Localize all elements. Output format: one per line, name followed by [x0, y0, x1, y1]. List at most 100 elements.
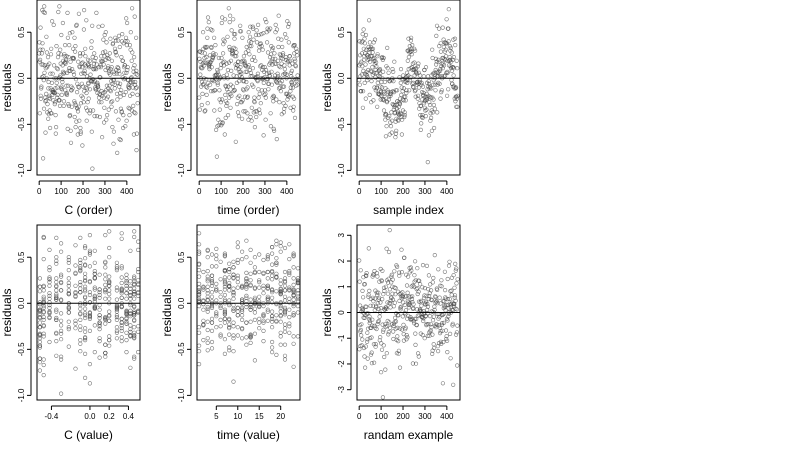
- data-point: [244, 238, 249, 243]
- data-point: [61, 71, 66, 76]
- data-point: [41, 106, 47, 111]
- data-point: [109, 65, 114, 70]
- data-point: [372, 296, 378, 301]
- data-point: [76, 11, 81, 16]
- data-point: [398, 112, 403, 117]
- data-point: [53, 131, 58, 136]
- data-point: [124, 70, 129, 75]
- data-point: [47, 305, 52, 311]
- data-point: [231, 303, 236, 308]
- data-point: [404, 272, 409, 277]
- data-point: [395, 325, 400, 331]
- data-point: [101, 37, 106, 42]
- data-point: [252, 286, 257, 291]
- data-point: [406, 54, 412, 60]
- data-point: [125, 65, 130, 70]
- data-point: [78, 341, 83, 346]
- data-point: [245, 94, 250, 99]
- data-point: [119, 326, 124, 331]
- data-point: [214, 281, 219, 287]
- data-point: [66, 283, 71, 288]
- data-point: [241, 54, 246, 59]
- data-point: [223, 115, 228, 120]
- data-point: [224, 61, 229, 66]
- data-point: [239, 75, 244, 80]
- data-point: [454, 58, 459, 63]
- data-point: [78, 286, 83, 291]
- data-point: [97, 322, 102, 327]
- data-point: [44, 34, 49, 39]
- data-point: [43, 66, 48, 71]
- data-point: [379, 347, 385, 352]
- data-point: [197, 242, 202, 247]
- data-point: [292, 56, 297, 62]
- data-point: [384, 305, 389, 310]
- y-tick-label: -1: [337, 334, 346, 342]
- data-point: [439, 89, 444, 95]
- data-point: [107, 343, 112, 348]
- data-point: [49, 80, 55, 85]
- data-point: [198, 72, 203, 77]
- data-point: [82, 289, 88, 294]
- data-point: [290, 85, 296, 90]
- data-point: [222, 312, 227, 317]
- x-tick-label: -0.4: [45, 412, 59, 421]
- data-point: [383, 284, 389, 289]
- data-point: [73, 318, 78, 323]
- data-point: [278, 330, 283, 335]
- data-point: [73, 283, 78, 288]
- data-point: [289, 68, 295, 73]
- data-point: [78, 131, 83, 136]
- data-point: [124, 296, 129, 301]
- data-point: [451, 65, 456, 70]
- data-point: [72, 99, 77, 104]
- scatter-points: [357, 7, 460, 165]
- data-point: [394, 128, 399, 133]
- data-point: [369, 325, 374, 331]
- data-point: [125, 67, 130, 73]
- data-point: [82, 300, 88, 305]
- data-point: [362, 41, 368, 46]
- data-point: [222, 280, 227, 285]
- data-point: [228, 58, 234, 63]
- data-point: [121, 112, 126, 118]
- data-point: [87, 58, 92, 63]
- data-point: [263, 67, 269, 73]
- data-point: [381, 343, 386, 348]
- data-point: [278, 278, 283, 283]
- data-point: [66, 255, 71, 260]
- data-point: [53, 86, 58, 91]
- data-point: [65, 35, 70, 40]
- data-point: [270, 45, 276, 51]
- data-point: [227, 283, 232, 288]
- data-point: [416, 61, 421, 66]
- data-point: [124, 279, 129, 284]
- data-point: [47, 315, 52, 321]
- data-point: [424, 107, 429, 112]
- data-point: [385, 300, 390, 305]
- data-point: [101, 120, 107, 125]
- data-point: [197, 296, 202, 301]
- data-point: [42, 70, 47, 75]
- data-point: [112, 71, 117, 76]
- data-point: [100, 58, 105, 63]
- data-point: [282, 288, 288, 293]
- data-point: [209, 290, 215, 295]
- data-point: [97, 313, 102, 318]
- data-point: [258, 101, 263, 106]
- data-point: [77, 118, 82, 123]
- data-point: [86, 81, 91, 86]
- data-point: [231, 17, 236, 22]
- data-point: [257, 252, 262, 257]
- data-point: [133, 79, 138, 85]
- data-point: [92, 304, 97, 309]
- data-point: [87, 328, 92, 334]
- data-point: [54, 280, 59, 285]
- data-point: [259, 88, 265, 93]
- data-point: [430, 280, 435, 285]
- data-point: [100, 50, 106, 55]
- data-point: [197, 56, 202, 62]
- data-point: [282, 245, 288, 251]
- data-point: [116, 117, 121, 122]
- data-point: [47, 291, 52, 296]
